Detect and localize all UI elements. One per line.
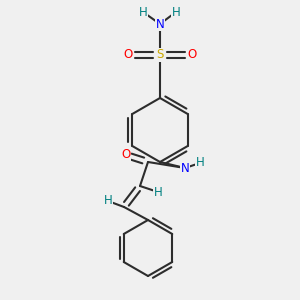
- Text: H: H: [154, 185, 162, 199]
- Text: N: N: [156, 17, 164, 31]
- Text: S: S: [156, 49, 164, 62]
- Text: H: H: [139, 5, 147, 19]
- Text: O: O: [123, 49, 133, 62]
- Text: H: H: [172, 5, 180, 19]
- Text: H: H: [103, 194, 112, 208]
- Text: O: O: [188, 49, 196, 62]
- Text: H: H: [196, 157, 204, 169]
- Text: O: O: [122, 148, 130, 161]
- Text: N: N: [181, 161, 189, 175]
